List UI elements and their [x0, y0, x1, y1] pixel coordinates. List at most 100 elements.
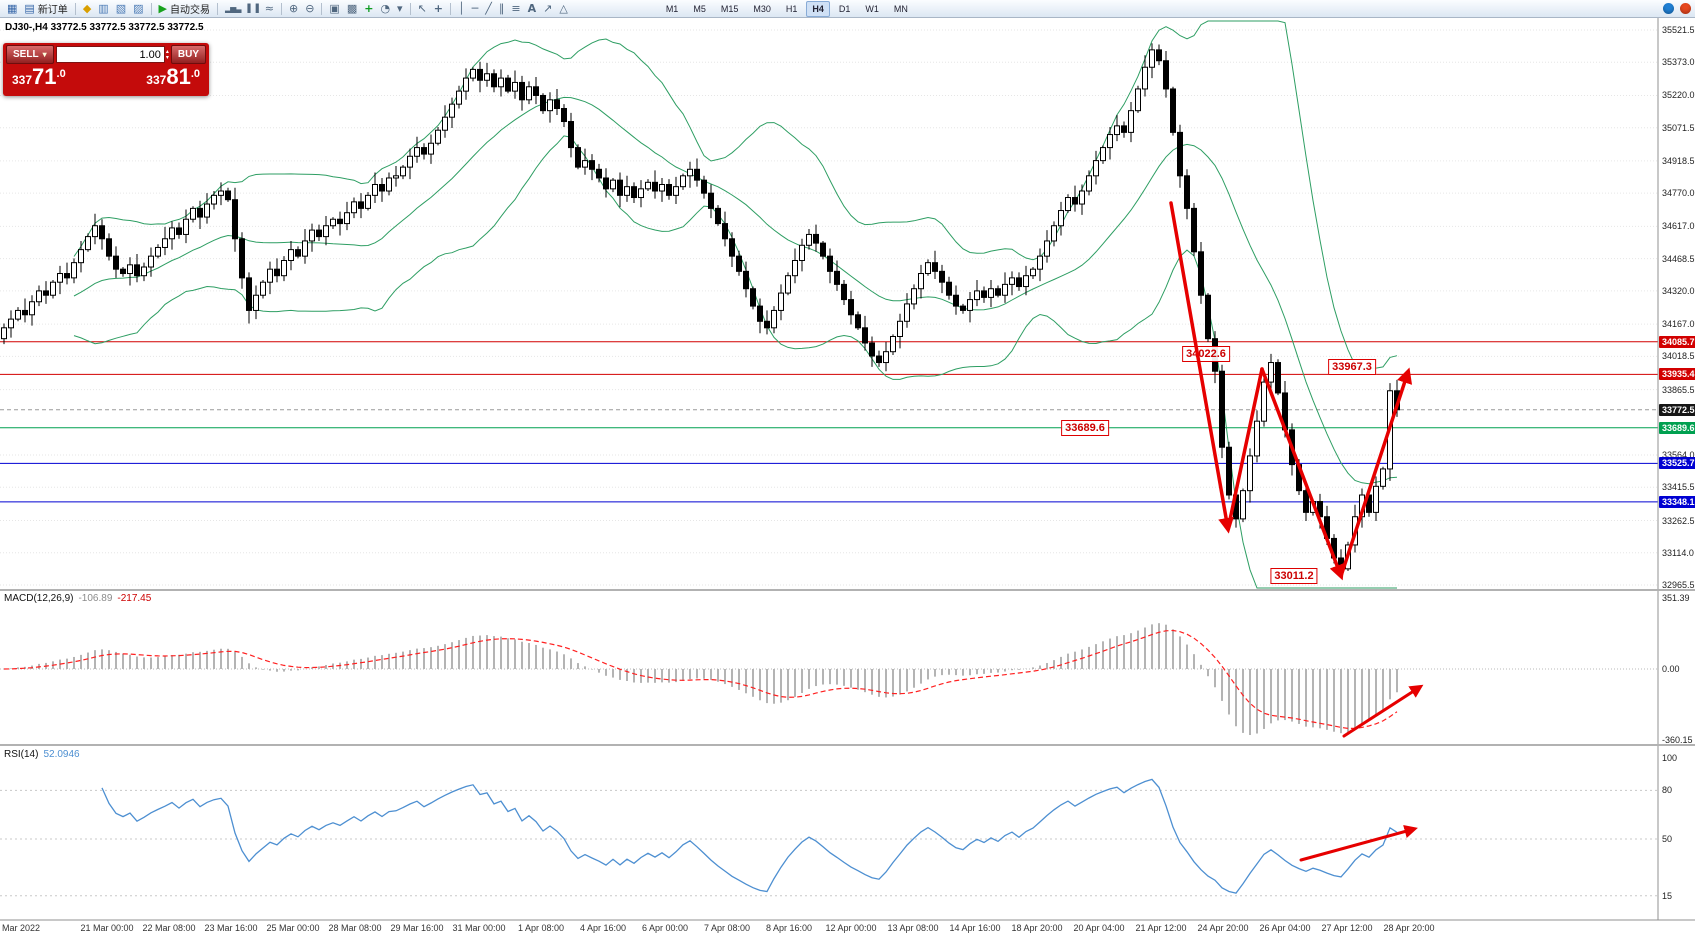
- price-axis-label: 33114.0: [1662, 547, 1694, 558]
- horizontal-line-icon[interactable]: ─: [469, 1, 482, 16]
- terminal-panel-icon[interactable]: ▨: [130, 1, 146, 16]
- time-axis-label: Mar 2022: [2, 923, 41, 933]
- time-axis-label: 1 Apr 08:00: [517, 923, 565, 933]
- zoom-in-icon: ⊕: [288, 2, 299, 15]
- templates-icon[interactable]: ▾: [394, 1, 406, 16]
- sell-button-label: SELL: [13, 49, 39, 60]
- rsi-name: RSI(14): [4, 749, 39, 760]
- market-watch-icon[interactable]: ◆: [80, 1, 94, 16]
- sell-price[interactable]: 33771.0: [12, 64, 66, 89]
- buy-price[interactable]: 33781.0: [146, 64, 200, 89]
- fibonacci-icon: ≡: [511, 2, 521, 15]
- timeframe-m5-button[interactable]: M5: [693, 3, 706, 14]
- trendline-icon[interactable]: ╱: [482, 1, 495, 16]
- time-axis-label: 8 Apr 16:00: [765, 923, 813, 933]
- channel-icon[interactable]: ∥: [496, 1, 508, 16]
- price-axis-label: 35373.0: [1662, 57, 1695, 68]
- timeframe-m1-button[interactable]: M1: [665, 3, 679, 14]
- horizontal-line-icon: ─: [471, 2, 479, 15]
- timeframe-w1-button[interactable]: W1: [865, 3, 879, 14]
- buy-button-label: BUY: [177, 49, 199, 60]
- autotrading-button[interactable]: ▶ 自动交易: [156, 1, 213, 16]
- toolbar: ▦ ▤ 新订单 ◆ ▥ ▧ ▨ ▶ 自动交易 ▂▅▃ ▌▐ ≈ ⊕ ⊖ ▣ ▩ + ◔ ▾ ↖ + │ ─ ╱ ∥ ≡ A ↗ △ M1 M…: [0, 0, 1695, 18]
- rsi-panel-separator[interactable]: [0, 744, 1695, 746]
- price-axis-label: 34167.0: [1662, 319, 1695, 330]
- timeframe-m30-button[interactable]: M30: [753, 3, 771, 14]
- terminal-panel-icon: ▨: [133, 2, 144, 15]
- timeframe-mn-button[interactable]: MN: [893, 3, 908, 14]
- toolbar-separator: [321, 2, 323, 15]
- timeframe-h4-button[interactable]: H4: [806, 0, 830, 17]
- toolbar-separator: [409, 2, 411, 15]
- cascade-windows-icon: ▩: [346, 2, 358, 15]
- price-axis-label: 33262.5: [1662, 515, 1695, 526]
- periods-icon[interactable]: ◔: [377, 1, 393, 16]
- shapes-icon[interactable]: △: [556, 1, 570, 16]
- macd-name: MACD(12,26,9): [4, 593, 74, 604]
- new-order-button: ▤: [24, 2, 35, 15]
- price-flag-label[interactable]: 34022.6: [1182, 346, 1230, 362]
- add-indicator-icon: +: [364, 2, 374, 15]
- macd-axis-label: -360.15: [1662, 735, 1693, 745]
- navigator-icon: ▧: [115, 2, 127, 15]
- time-axis-label: 21 Apr 12:00: [1135, 923, 1187, 933]
- data-window-icon: ▥: [98, 2, 109, 15]
- community-icon[interactable]: [1663, 3, 1674, 14]
- macd-panel-separator[interactable]: [0, 589, 1695, 591]
- bar-chart-icon[interactable]: ▂▅▃: [222, 1, 243, 16]
- time-axis-label: 18 Apr 20:00: [1011, 923, 1063, 933]
- price-flag-label[interactable]: 33689.6: [1061, 420, 1109, 436]
- market-watch-icon: ◆: [82, 2, 92, 15]
- add-indicator-icon[interactable]: +: [361, 1, 376, 16]
- time-axis-label: 7 Apr 08:00: [703, 923, 751, 933]
- price-axis-label: 34468.5: [1662, 253, 1695, 264]
- templates-icon: ▾: [397, 2, 403, 15]
- sell-dropdown-icon[interactable]: ▾: [42, 50, 47, 59]
- volume-input[interactable]: [55, 46, 165, 63]
- cursor-icon[interactable]: ↖: [415, 1, 430, 16]
- timeframe-d1-button[interactable]: D1: [838, 3, 851, 14]
- price-flag-label[interactable]: 33967.3: [1328, 359, 1376, 375]
- price-axis-label: 33865.5: [1662, 384, 1695, 395]
- text-icon[interactable]: A: [525, 1, 540, 16]
- cascade-windows-icon[interactable]: ▩: [344, 1, 360, 16]
- timeframe-h1-button[interactable]: H1: [785, 3, 798, 14]
- sell-button[interactable]: SELL ▾: [6, 45, 54, 64]
- alerts-icon[interactable]: [1680, 3, 1691, 14]
- new-order-button[interactable]: ▤ 新订单: [21, 1, 70, 16]
- vertical-line-icon[interactable]: │: [455, 1, 468, 16]
- macd-indicator-label: MACD(12,26,9) -106.89 -217.45: [4, 593, 156, 604]
- time-axis-label: 22 Mar 08:00: [142, 923, 196, 933]
- crosshair-icon[interactable]: +: [431, 1, 446, 16]
- zoom-in-icon[interactable]: ⊕: [286, 1, 301, 16]
- macd-axis-label: 0.00: [1662, 664, 1680, 674]
- time-axis-label: 6 Apr 00:00: [641, 923, 689, 933]
- navigator-icon[interactable]: ▧: [113, 1, 129, 16]
- tile-windows-icon[interactable]: ▣: [326, 1, 342, 16]
- fibonacci-icon[interactable]: ≡: [508, 1, 523, 16]
- crosshair-icon: +: [433, 2, 444, 15]
- line-chart-icon[interactable]: ≈: [262, 1, 277, 16]
- rsi-axis-label: 100: [1662, 753, 1678, 763]
- buy-button[interactable]: BUY: [170, 45, 206, 64]
- price-axis-marker: 33348.1: [1659, 495, 1695, 508]
- price-axis-label: 35071.5: [1662, 122, 1695, 133]
- toolbar-separator: [74, 2, 76, 15]
- terminal-icon[interactable]: ▦: [4, 1, 20, 16]
- volume-spinner[interactable]: ▴ ▾: [166, 49, 169, 61]
- price-axis-label: 34018.5: [1662, 351, 1695, 362]
- time-axis-label: 12 Apr 00:00: [825, 923, 877, 933]
- candlestick-icon[interactable]: ▌▐: [244, 1, 260, 16]
- spin-up-icon[interactable]: ▴: [165, 48, 169, 55]
- zoom-out-icon[interactable]: ⊖: [302, 1, 317, 16]
- toolbar-separator: [280, 2, 282, 15]
- price-axis-label: 32965.5: [1662, 580, 1695, 590]
- toolbar-separator: [150, 2, 152, 15]
- spin-down-icon[interactable]: ▾: [165, 54, 169, 61]
- data-window-icon[interactable]: ▥: [95, 1, 111, 16]
- price-axis-marker: 33772.5: [1659, 403, 1695, 416]
- arrow-tool-icon[interactable]: ↗: [540, 1, 555, 16]
- timeframe-m15-button[interactable]: M15: [720, 3, 739, 14]
- price-flag-label[interactable]: 33011.2: [1270, 568, 1318, 584]
